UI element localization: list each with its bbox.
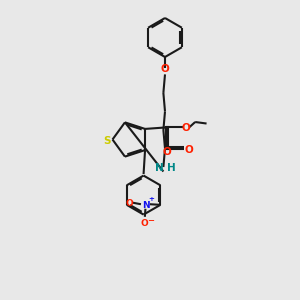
Text: H: H (167, 163, 176, 173)
Text: S: S (103, 136, 111, 146)
Text: N: N (142, 201, 149, 210)
Text: O: O (141, 219, 149, 228)
Text: O: O (162, 147, 171, 157)
Text: O: O (182, 123, 190, 134)
Text: O: O (184, 145, 194, 154)
Text: N: N (155, 163, 164, 173)
Text: −: − (147, 216, 154, 225)
Text: O: O (160, 64, 169, 74)
Text: +: + (148, 196, 154, 202)
Text: O: O (125, 199, 133, 208)
